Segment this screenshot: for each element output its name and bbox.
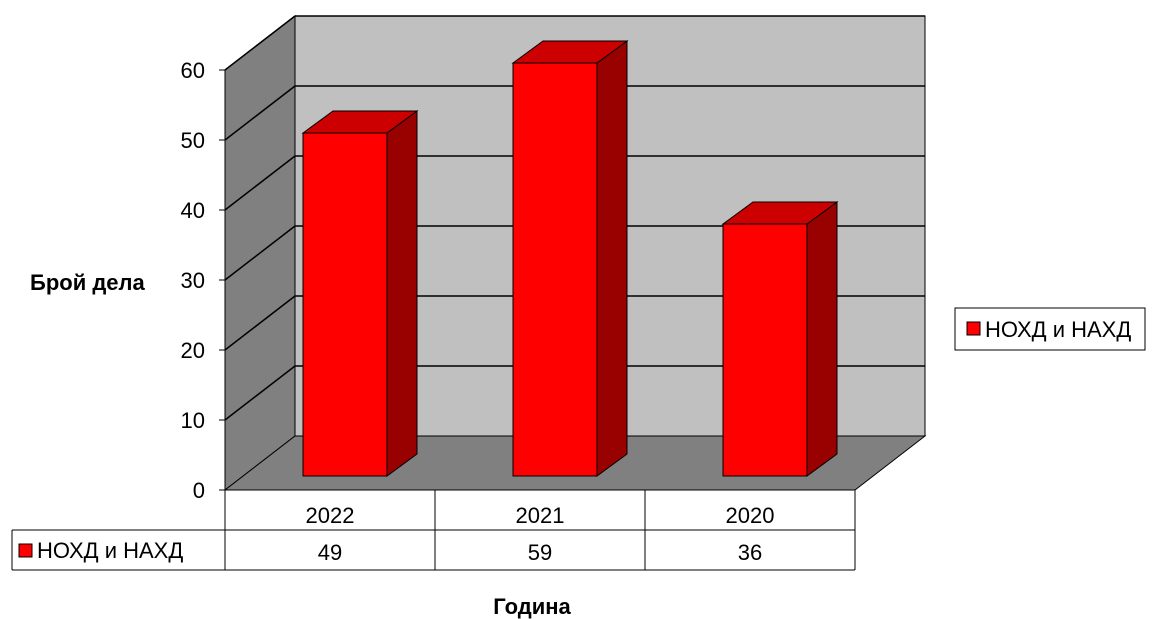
gridline-side [224, 15, 296, 71]
gridline-side [224, 85, 296, 141]
bar [301, 110, 419, 477]
x-axis-title: Година [493, 594, 571, 619]
bar [721, 201, 839, 477]
legend-key [966, 321, 981, 336]
category-label: 2022 [306, 503, 355, 528]
gridline-side [224, 155, 296, 211]
gridline-side [224, 225, 296, 281]
y-tick-label: 30 [181, 268, 205, 293]
legend: НОХД и НАХД [954, 307, 1146, 351]
y-axis-title: Брой дела [30, 270, 146, 295]
category-label: 2021 [516, 503, 565, 528]
y-axis-ticks: 0 10 20 30 40 50 60 [181, 58, 226, 503]
category-label: 2020 [726, 503, 775, 528]
data-label: 36 [738, 540, 762, 565]
y-tick-label: 20 [181, 338, 205, 363]
legend-label: НОХД и НАХД [985, 317, 1131, 342]
bar-side [596, 40, 628, 477]
data-label: 59 [528, 540, 552, 565]
bar-front [722, 223, 808, 477]
y-tick-label: 50 [181, 128, 205, 153]
y-tick-label: 60 [181, 58, 205, 83]
bars [301, 40, 839, 477]
data-label: 49 [318, 540, 342, 565]
y-tick-label: 10 [181, 408, 205, 433]
table-series-name: НОХД и НАХД [37, 538, 183, 563]
bar-side [386, 110, 418, 477]
bar-side [806, 201, 838, 477]
gridline-side [224, 295, 296, 351]
y-tick-label: 40 [181, 198, 205, 223]
y-tick-label: 0 [193, 478, 205, 503]
legend-box [954, 307, 1146, 351]
table-legend-key [18, 543, 33, 558]
bar-front [302, 132, 388, 477]
data-table: 2022 49 2021 59 2020 36 НОХД и НАХД [11, 489, 856, 571]
bar-front [512, 62, 598, 477]
bar [511, 40, 629, 477]
gridline-side [224, 365, 296, 421]
